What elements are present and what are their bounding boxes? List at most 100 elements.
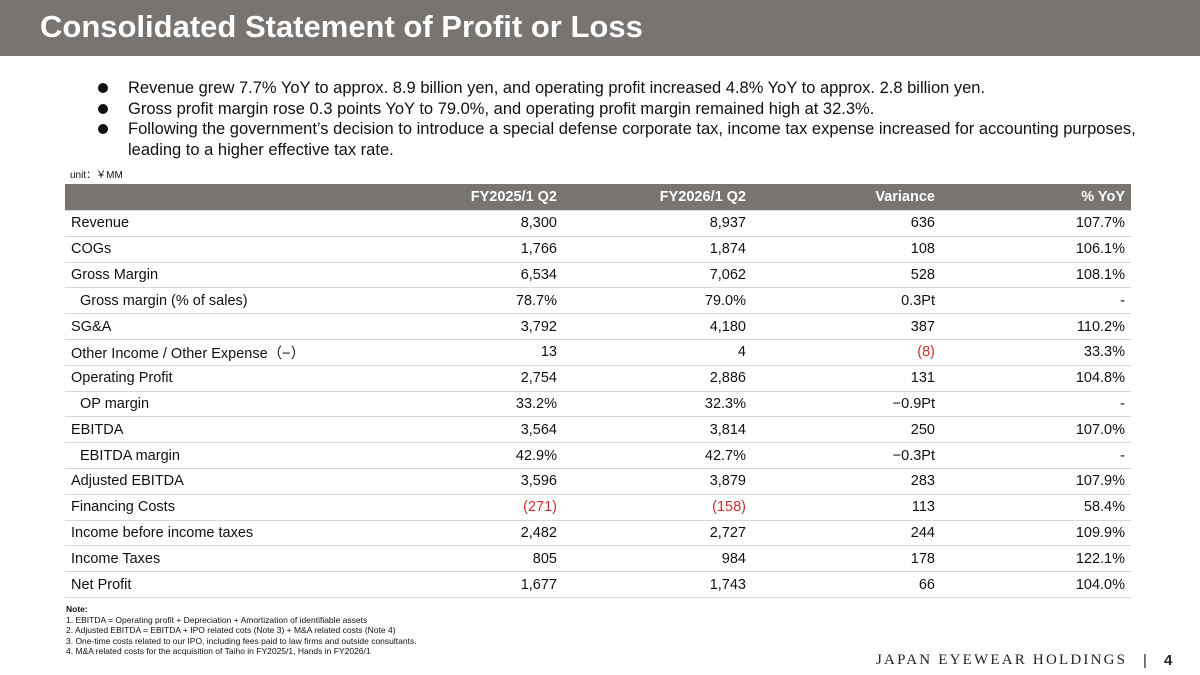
cell-fy2025: 2,754 <box>345 365 563 392</box>
cell-variance: −0.9Pt <box>752 391 941 418</box>
column-header-item <box>65 184 345 211</box>
table-row: EBITDA 3,564 3,814 250 107.0% <box>65 416 1131 444</box>
table-row: Financing Costs (271) (158) 113 58.4% <box>65 494 1131 521</box>
cell-fy2025: 805 <box>345 545 563 573</box>
table-row: Revenue 8,300 8,937 636 107.7% <box>65 210 1131 237</box>
cell-variance: 528 <box>752 262 941 289</box>
cell-yoy: 106.1% <box>941 236 1131 263</box>
cell-yoy: - <box>941 442 1131 469</box>
bullet-dot-icon <box>98 83 108 93</box>
cell-variance: 108 <box>752 236 941 263</box>
cell-fy2025: (271) <box>345 494 563 521</box>
row-label: Financing Costs <box>65 494 345 521</box>
bullet-dot-icon <box>98 124 108 134</box>
bullet-item: Following the government’s decision to i… <box>96 119 1156 160</box>
row-label: Income Taxes <box>65 545 345 573</box>
cell-fy2025: 3,596 <box>345 468 563 495</box>
table-row: Gross margin (% of sales) 78.7% 79.0% 0.3Pt… <box>65 287 1131 315</box>
row-label: Operating Profit <box>65 365 345 392</box>
profit-loss-table: FY2025/1 Q2 FY2026/1 Q2 Variance % YoY R… <box>65 184 1131 598</box>
cell-variance: 387 <box>752 313 941 340</box>
bullet-item: Revenue grew 7.7% YoY to approx. 8.9 bil… <box>96 78 1156 99</box>
cell-fy2026: 32.3% <box>563 391 752 418</box>
cell-yoy: 108.1% <box>941 262 1131 289</box>
cell-fy2026: 4,180 <box>563 313 752 340</box>
cell-yoy: 33.3% <box>941 339 1131 366</box>
bullet-text: Following the government’s decision to i… <box>128 120 1136 159</box>
cell-fy2026: 42.7% <box>563 442 752 469</box>
cell-fy2026: 984 <box>563 545 752 573</box>
table-row: Gross Margin 6,534 7,062 528 108.1% <box>65 262 1131 289</box>
cell-yoy: 110.2% <box>941 313 1131 340</box>
row-label: Gross margin (% of sales) <box>65 287 345 315</box>
row-label: COGs <box>65 236 345 263</box>
cell-fy2025: 1,677 <box>345 571 563 598</box>
cell-variance: 66 <box>752 571 941 598</box>
cell-fy2025: 3,792 <box>345 313 563 340</box>
cell-yoy: 104.8% <box>941 365 1131 392</box>
footer-separator: | <box>1143 652 1147 669</box>
row-label: EBITDA margin <box>65 442 345 469</box>
page-number: 4 <box>1164 652 1173 669</box>
cell-yoy: 58.4% <box>941 494 1131 521</box>
table-row: COGs 1,766 1,874 108 106.1% <box>65 236 1131 263</box>
notes-title: Note: <box>66 604 88 614</box>
bullet-text: Revenue grew 7.7% YoY to approx. 8.9 bil… <box>128 79 986 97</box>
row-label: OP margin <box>65 391 345 418</box>
note-item: 3. One-time costs related to our IPO, in… <box>66 635 417 646</box>
cell-fy2025: 42.9% <box>345 442 563 469</box>
cell-fy2025: 33.2% <box>345 391 563 418</box>
row-label: Adjusted EBITDA <box>65 468 345 495</box>
cell-variance: 113 <box>752 494 941 521</box>
row-label: Revenue <box>65 210 345 237</box>
note-item: 4. M&A related costs for the acquisition… <box>66 646 371 657</box>
cell-variance: 178 <box>752 545 941 573</box>
table-header-row: FY2025/1 Q2 FY2026/1 Q2 Variance % YoY <box>65 184 1131 211</box>
cell-yoy: 109.9% <box>941 520 1131 547</box>
summary-bullets: Revenue grew 7.7% YoY to approx. 8.9 bil… <box>96 78 1156 160</box>
row-label: SG&A <box>65 313 345 340</box>
table-row: Adjusted EBITDA 3,596 3,879 283 107.9% <box>65 468 1131 495</box>
cell-fy2025: 6,534 <box>345 262 563 289</box>
row-label: Gross Margin <box>65 262 345 289</box>
cell-fy2025: 2,482 <box>345 520 563 547</box>
cell-variance: 250 <box>752 416 941 444</box>
row-label: EBITDA <box>65 416 345 444</box>
cell-fy2025: 8,300 <box>345 210 563 237</box>
cell-fy2026: 2,727 <box>563 520 752 547</box>
table-row: Operating Profit 2,754 2,886 131 104.8% <box>65 365 1131 392</box>
cell-fy2026: 7,062 <box>563 262 752 289</box>
cell-yoy: 107.0% <box>941 416 1131 444</box>
table-row: SG&A 3,792 4,180 387 110.2% <box>65 313 1131 340</box>
cell-variance: 244 <box>752 520 941 547</box>
unit-label: unit：￥MM <box>70 170 123 181</box>
notes: Note: 1. EBITDA = Operating profit + Dep… <box>66 604 417 657</box>
cell-yoy: - <box>941 287 1131 315</box>
table-row: Other Income / Other Expense（−） 13 4 (8) 33.… <box>65 339 1131 366</box>
cell-fy2026: 4 <box>563 339 752 366</box>
cell-fy2025: 3,564 <box>345 416 563 444</box>
cell-fy2026: (158) <box>563 494 752 521</box>
cell-yoy: - <box>941 391 1131 418</box>
note-item: 1. EBITDA = Operating profit + Depreciat… <box>66 614 368 625</box>
cell-fy2026: 2,886 <box>563 365 752 392</box>
column-header-yoy: % YoY <box>941 184 1131 211</box>
title-bar: Consolidated Statement of Profit or Loss <box>0 0 1200 56</box>
cell-fy2026: 1,874 <box>563 236 752 263</box>
row-label: Net Profit <box>65 571 345 598</box>
cell-fy2025: 1,766 <box>345 236 563 263</box>
table-row: Income Taxes 805 984 178 122.1% <box>65 545 1131 573</box>
page-title: Consolidated Statement of Profit or Loss <box>40 9 643 44</box>
table-row: Income before income taxes 2,482 2,727 244 1… <box>65 520 1131 547</box>
table-row: OP margin 33.2% 32.3% −0.9Pt - <box>65 391 1131 418</box>
cell-fy2026: 3,814 <box>563 416 752 444</box>
cell-yoy: 122.1% <box>941 545 1131 573</box>
company-logo: JAPAN EYEWEAR HOLDINGS <box>876 652 1128 668</box>
table-row: EBITDA margin 42.9% 42.7% −0.3Pt - <box>65 442 1131 469</box>
cell-variance: 131 <box>752 365 941 392</box>
bullet-text: Gross profit margin rose 0.3 points YoY … <box>128 99 875 118</box>
cell-variance: (8) <box>752 339 941 366</box>
cell-fy2025: 13 <box>345 339 563 366</box>
column-header-fy2026: FY2026/1 Q2 <box>563 184 752 211</box>
cell-variance: 636 <box>752 210 941 237</box>
